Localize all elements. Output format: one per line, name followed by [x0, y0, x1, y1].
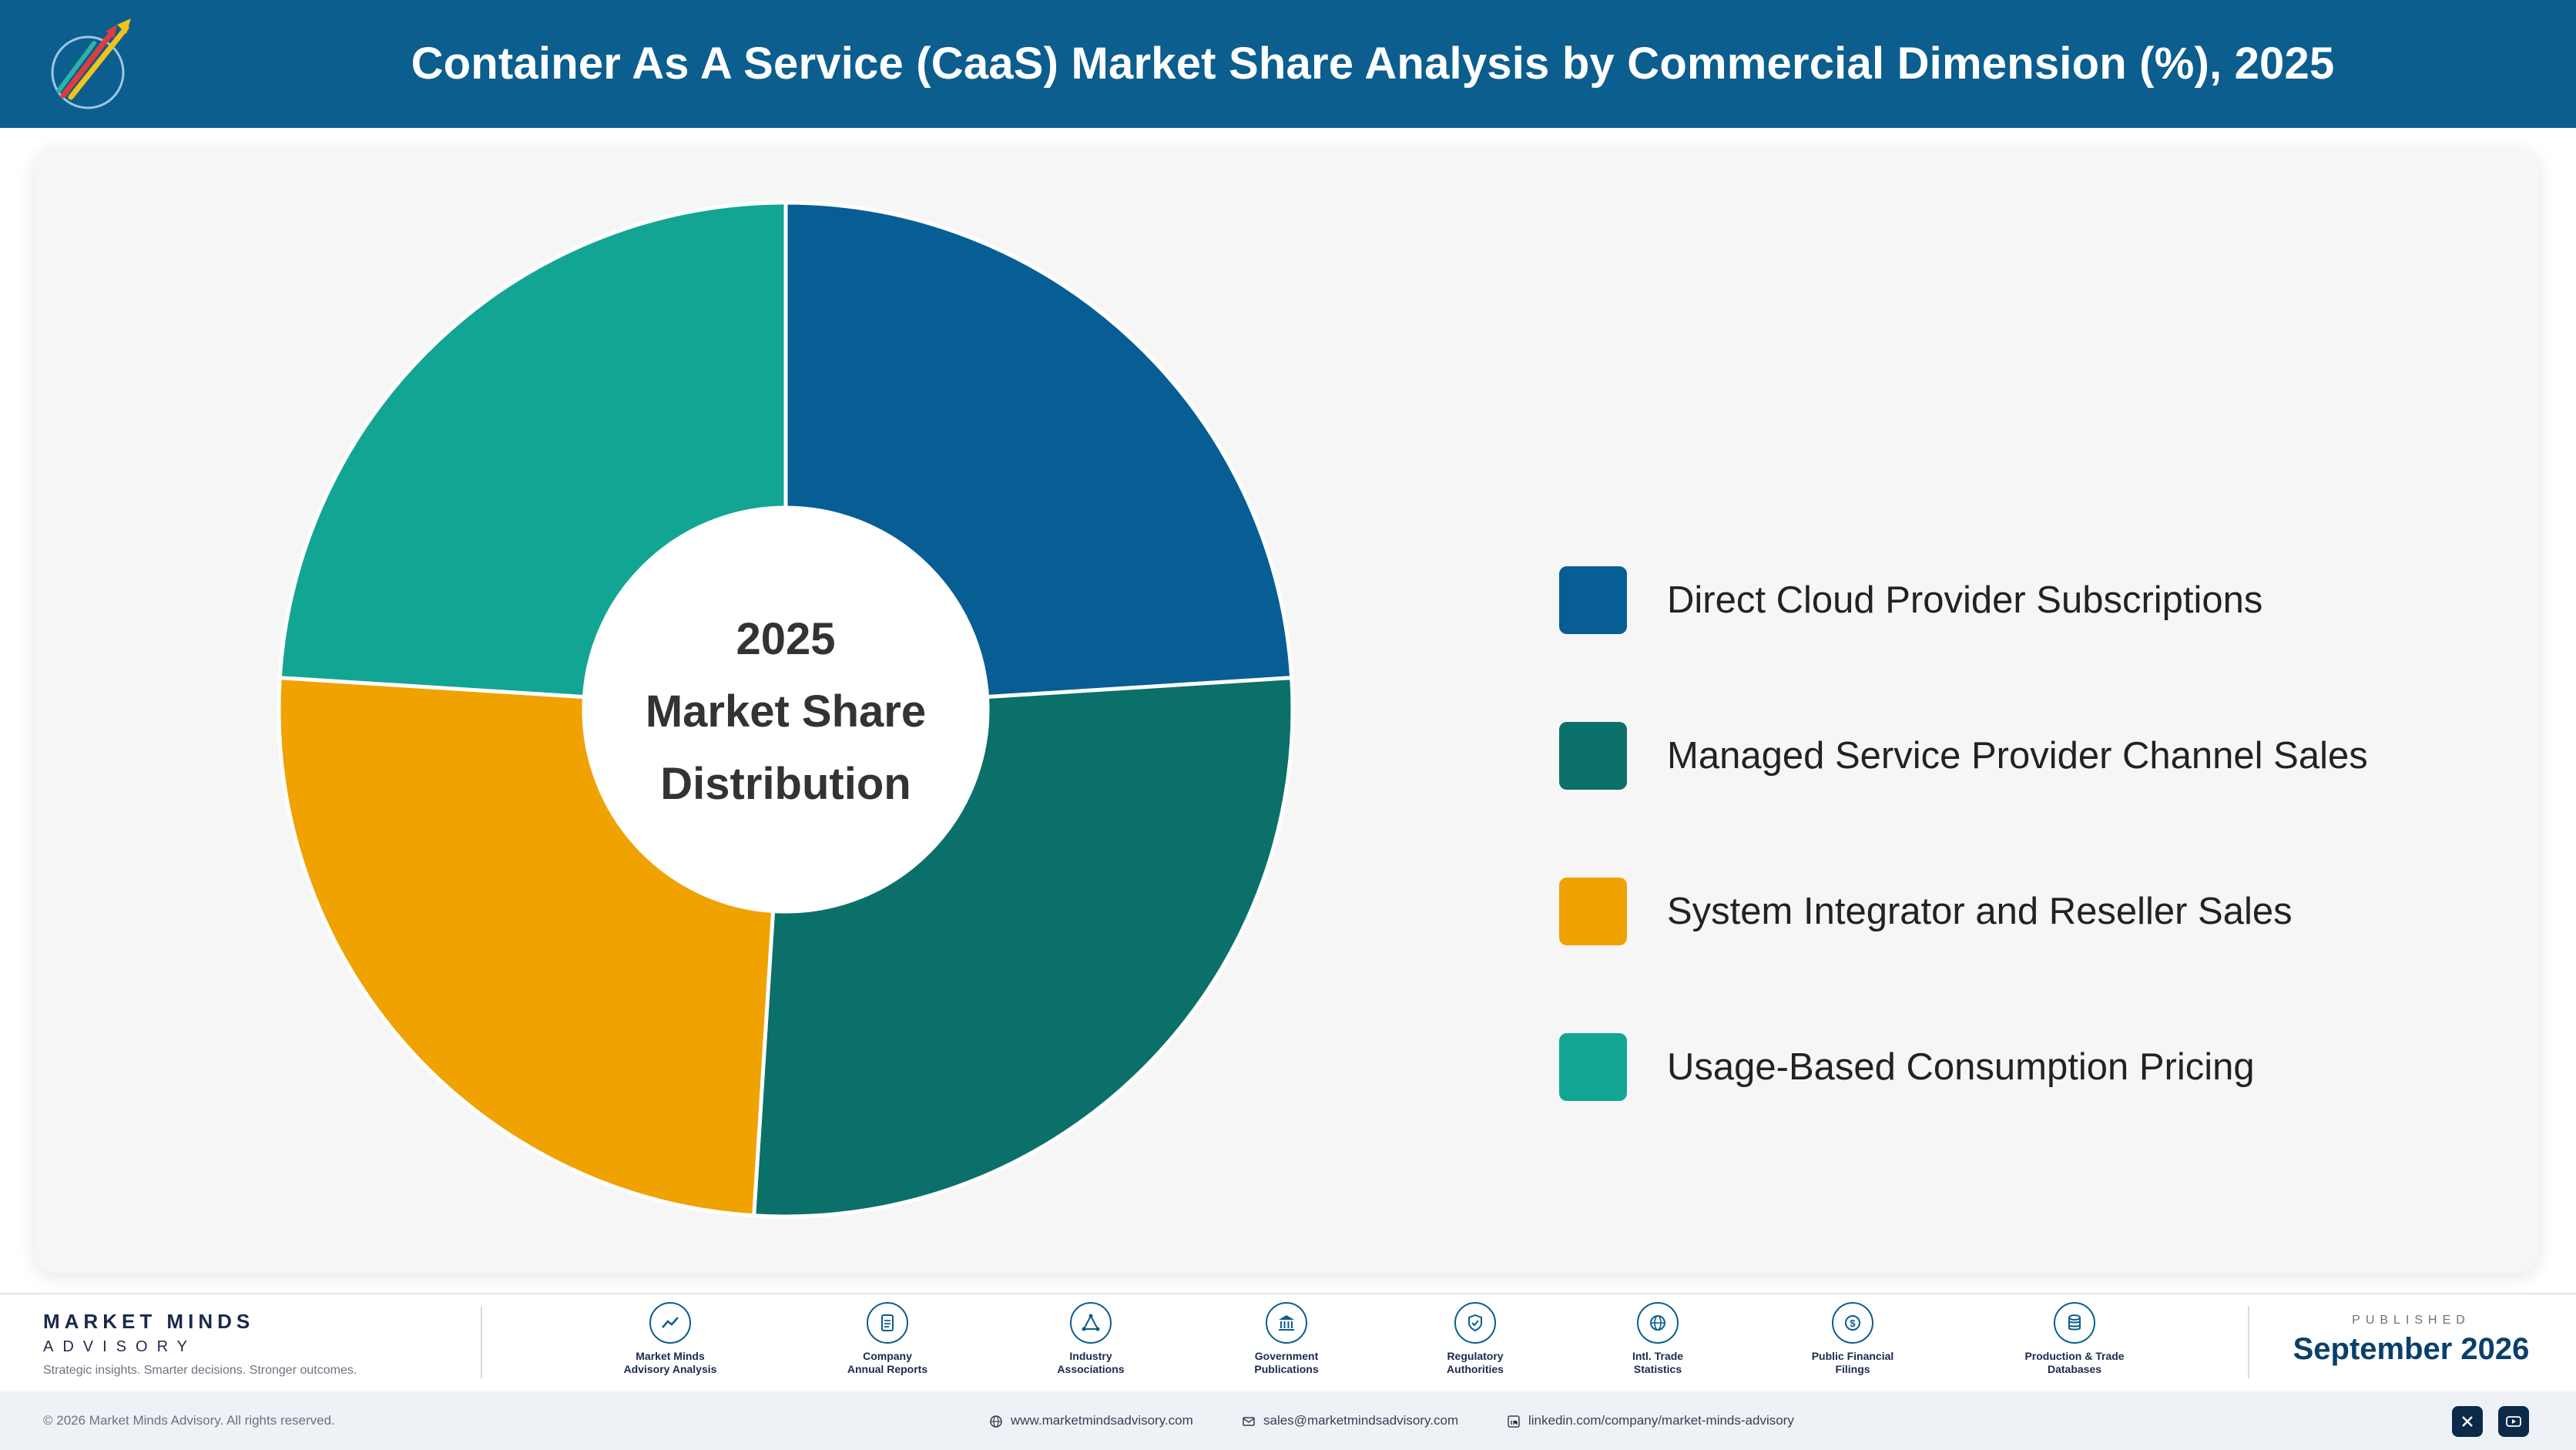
globe-icon [990, 1415, 1002, 1428]
legend-label: Usage-Based Consumption Pricing [1667, 1046, 2255, 1088]
website-text: www.marketmindsadvisory.com [1011, 1413, 1193, 1428]
email-text: sales@marketmindsadvisory.com [1263, 1413, 1459, 1428]
legend-swatch [1559, 1033, 1627, 1101]
source-item: $ Public Financial Filings [1768, 1302, 1937, 1376]
center-label: Distribution [660, 759, 911, 809]
shield-check-icon [1454, 1302, 1496, 1344]
source-label: Market Minds Advisory Analysis [623, 1350, 717, 1375]
source-label: Regulatory Authorities [1447, 1350, 1504, 1375]
source-label: Industry Associations [1057, 1350, 1125, 1375]
legend-swatch [1559, 566, 1627, 634]
published-block: PUBLISHED September 2026 [2249, 1314, 2573, 1367]
source-label: Government Publications [1254, 1350, 1319, 1375]
source-label: Intl. Trade Statistics [1632, 1350, 1684, 1375]
x-social-button[interactable] [2452, 1406, 2483, 1437]
source-item: Intl. Trade Statistics [1573, 1302, 1742, 1376]
linkedin-icon [1508, 1415, 1520, 1428]
source-item: Market Minds Advisory Analysis [585, 1302, 755, 1376]
legend-label: System Integrator and Reseller Sales [1667, 891, 2293, 932]
dollar-coin-icon: $ [1832, 1302, 1873, 1344]
footer-divider-right [2248, 1306, 2249, 1378]
government-building-icon [1266, 1302, 1307, 1344]
footer-brand: MARKET MINDS ADVISORY Strategic insights… [43, 1310, 357, 1378]
website-link[interactable]: www.marketmindsadvisory.com [989, 1391, 1193, 1450]
source-label: Company Annual Reports [847, 1350, 928, 1375]
svg-text:$: $ [1850, 1317, 1856, 1329]
footer-divider [0, 1293, 2576, 1294]
footer-divider-left [481, 1306, 482, 1378]
donut-center [584, 508, 988, 911]
brand-name: MARKET MINDS [43, 1310, 255, 1333]
center-label: Market Share [646, 686, 926, 737]
mail-icon [1243, 1416, 1255, 1426]
legend-swatch [1559, 878, 1627, 945]
source-item: Industry Associations [1006, 1302, 1176, 1376]
company-logo [51, 18, 131, 109]
network-icon [1070, 1302, 1112, 1344]
email-link[interactable]: sales@marketmindsadvisory.com [1242, 1391, 1458, 1450]
legend-label: Direct Cloud Provider Subscriptions [1667, 579, 2263, 621]
published-date: September 2026 [2293, 1332, 2530, 1366]
source-label: Public Financial Filings [1811, 1350, 1894, 1375]
chart-card: 2025 Market Share Distribution Direct Clou… [34, 146, 2539, 1273]
legend-label: Managed Service Provider Channel Sales [1667, 735, 2368, 777]
youtube-social-button[interactable] [2498, 1406, 2529, 1437]
source-item: Government Publications [1202, 1302, 1371, 1376]
source-item: Company Annual Reports [803, 1302, 972, 1376]
trend-chart-icon [649, 1302, 691, 1344]
page-title: Container As A Service (CaaS) Market Sha… [411, 39, 2335, 89]
brand-tagline: Strategic insights. Smarter decisions. S… [43, 1364, 357, 1377]
globe-icon [1637, 1302, 1679, 1344]
linkedin-text: linkedin.com/company/market-minds-adviso… [1528, 1413, 1794, 1428]
bottom-bar: © 2026 Market Minds Advisory. All rights… [0, 1391, 2576, 1450]
linkedin-link[interactable]: linkedin.com/company/market-minds-adviso… [1507, 1391, 1794, 1450]
donut-chart: 2025 Market Share Distribution [277, 200, 1295, 1219]
brand-subtitle: ADVISORY [43, 1338, 196, 1355]
sources-row: Market Minds Advisory Analysis Company A… [539, 1302, 2142, 1387]
published-label: PUBLISHED [2352, 1314, 2470, 1327]
header-bar: Container As A Service (CaaS) Market Sha… [0, 0, 2576, 128]
legend-swatch [1559, 722, 1627, 790]
document-icon [867, 1302, 908, 1344]
source-item: Production & Trade Databases [1990, 1302, 2159, 1376]
x-icon [2462, 1416, 2473, 1427]
youtube-icon [2506, 1416, 2521, 1427]
center-label: 2025 [736, 614, 835, 664]
source-item: Regulatory Authorities [1390, 1302, 1560, 1376]
copyright-text: © 2026 Market Minds Advisory. All rights… [43, 1413, 335, 1428]
source-label: Production & Trade Databases [2024, 1350, 2125, 1375]
database-icon [2054, 1302, 2095, 1344]
